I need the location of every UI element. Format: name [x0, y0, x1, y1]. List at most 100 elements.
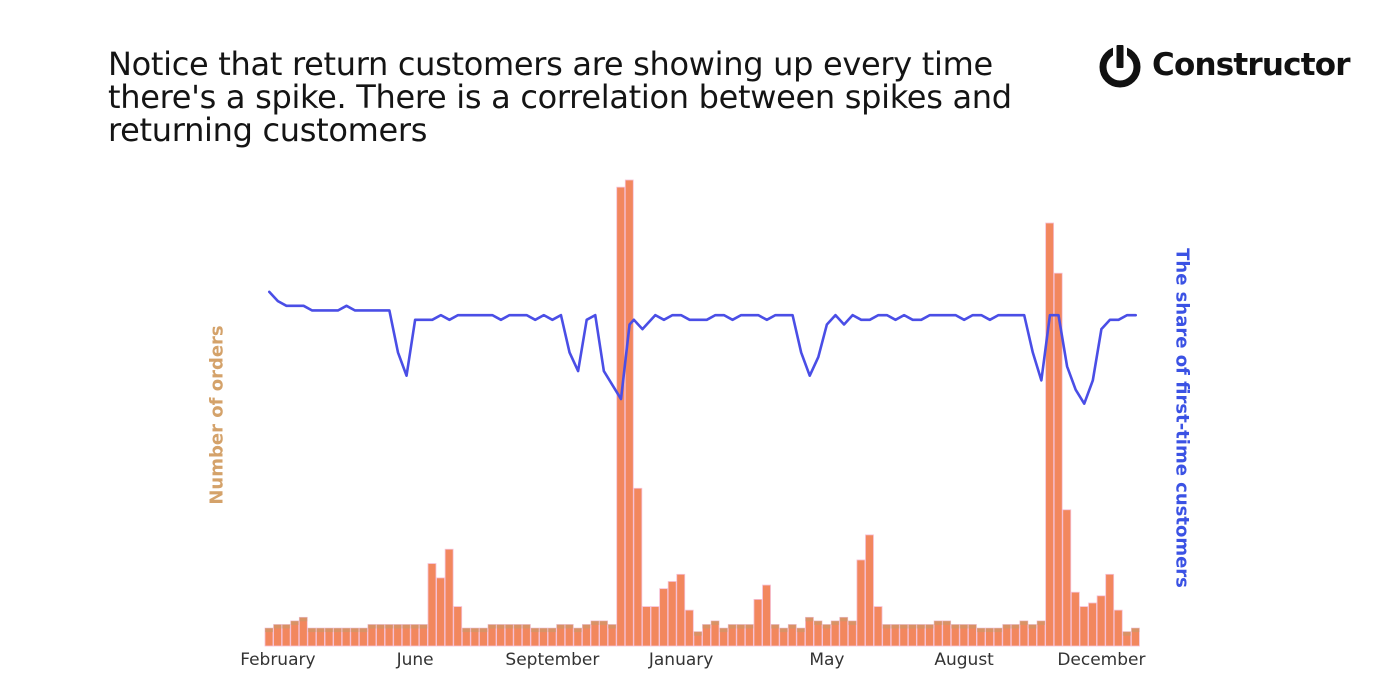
orders-bar [1070, 591, 1080, 647]
orders-bar [856, 559, 866, 647]
orders-bar [642, 606, 651, 647]
orders-bar-cap [1011, 624, 1020, 629]
orders-bar-cap [299, 617, 308, 622]
orders-bar [1105, 573, 1115, 647]
orders-bar-cap [985, 628, 994, 633]
orders-bar-cap [951, 624, 960, 629]
orders-bar [865, 534, 874, 647]
orders-bar-cap [505, 624, 514, 629]
brand-logo[interactable]: Constructor [1098, 40, 1351, 90]
orders-bar-cap [977, 628, 985, 633]
orders-bar-cap [325, 628, 334, 633]
orders-bar-cap [779, 628, 788, 633]
orders-bar-cap [273, 624, 282, 629]
orders-bar-cap [719, 628, 728, 633]
orders-bar-cap [822, 624, 831, 629]
x-tick-label: December [1057, 650, 1146, 670]
orders-bar [762, 584, 771, 647]
orders-bar-cap [333, 628, 342, 633]
orders-bar-cap [419, 624, 428, 629]
orders-bar-cap [805, 617, 814, 622]
orders-bar-cap [350, 628, 359, 633]
orders-bar-cap [711, 620, 720, 625]
orders-bar [873, 606, 883, 647]
orders-bar-cap [307, 628, 316, 633]
orders-bar-cap [702, 624, 711, 629]
orders-bar-cap [608, 624, 617, 629]
orders-bar-cap [522, 624, 531, 629]
orders-bar [753, 599, 763, 647]
orders-bar [298, 616, 308, 647]
orders-bar-cap [1131, 628, 1140, 633]
orders-bar-cap [513, 624, 522, 629]
orders-bar-cap [367, 624, 376, 629]
orders-bar-cap [599, 620, 608, 625]
orders-bar-cap [831, 620, 840, 625]
orders-bar-cap [539, 628, 548, 633]
orders-bar [1088, 602, 1097, 647]
orders-bar [427, 563, 437, 647]
orders-bar-cap [942, 620, 951, 625]
orders-bar-cap [316, 628, 325, 633]
orders-bar [839, 616, 849, 647]
right-axis-title: The share of first-time customers [1171, 248, 1193, 588]
x-tick-label: May [809, 650, 845, 670]
orders-bar-cap [359, 628, 368, 633]
orders-bar [1045, 222, 1055, 647]
x-tick-label: June [396, 650, 434, 670]
headline: Notice that return customers are showing… [108, 45, 1012, 149]
orders-bar-cap [488, 624, 497, 629]
orders-bar [444, 548, 454, 647]
x-tick-label: January [648, 650, 714, 670]
orders-bar-cap [342, 628, 351, 633]
orders-bar-cap [376, 624, 385, 629]
orders-bar-cap [1019, 620, 1028, 625]
orders-bar-cap [265, 628, 273, 633]
orders-bar-cap [496, 624, 505, 629]
orders-bar-cap [728, 624, 737, 629]
orders-bar-cap [556, 624, 565, 629]
orders-bar [1053, 272, 1063, 647]
orders-bar-cap [771, 624, 780, 629]
orders-bar-cap [796, 628, 805, 633]
orders-bar-cap [290, 620, 299, 625]
orders-bar [1113, 609, 1123, 647]
orders-bar-cap [548, 628, 557, 633]
orders-bar-cap [814, 620, 822, 625]
brand-name: Constructor [1152, 47, 1351, 83]
orders-bar-cap [402, 624, 411, 629]
orders-bar-cap [899, 624, 908, 629]
orders-bar [667, 581, 677, 647]
x-tick-label: February [240, 650, 316, 670]
orders-bar-cap [916, 624, 925, 629]
orders-bar [453, 606, 463, 647]
orders-bar-cap [410, 624, 419, 629]
orders-bar-cap [1002, 624, 1011, 629]
orders-bar-cap [882, 624, 891, 629]
orders-bar [1096, 595, 1106, 647]
orders-bar [805, 616, 814, 647]
orders-bar-cap [959, 624, 968, 629]
orders-bar-cap [1028, 624, 1037, 629]
orders-bar-cap [393, 624, 402, 629]
orders-bar-cap [736, 624, 745, 629]
orders-bar-cap [925, 624, 934, 629]
orders-bar-cap [891, 624, 900, 629]
orders-bar [650, 606, 660, 647]
orders-bar-cap [848, 620, 857, 625]
orders-bar [676, 573, 686, 647]
orders-bar-cap [693, 631, 702, 636]
orders-bar [684, 609, 694, 647]
orders-bar-cap [934, 620, 943, 625]
power-icon [1099, 43, 1141, 88]
orders-bar [436, 577, 445, 647]
x-tick-label: August [934, 650, 994, 670]
orders-bar-cap [573, 628, 582, 633]
orders-bar-cap [565, 624, 574, 629]
orders-bar-cap [839, 617, 848, 622]
first-time-share-line [267, 290, 1138, 405]
orders-bar-cap [470, 628, 479, 633]
orders-bar-cap [530, 628, 539, 633]
orders-bar-cap [994, 628, 1003, 633]
